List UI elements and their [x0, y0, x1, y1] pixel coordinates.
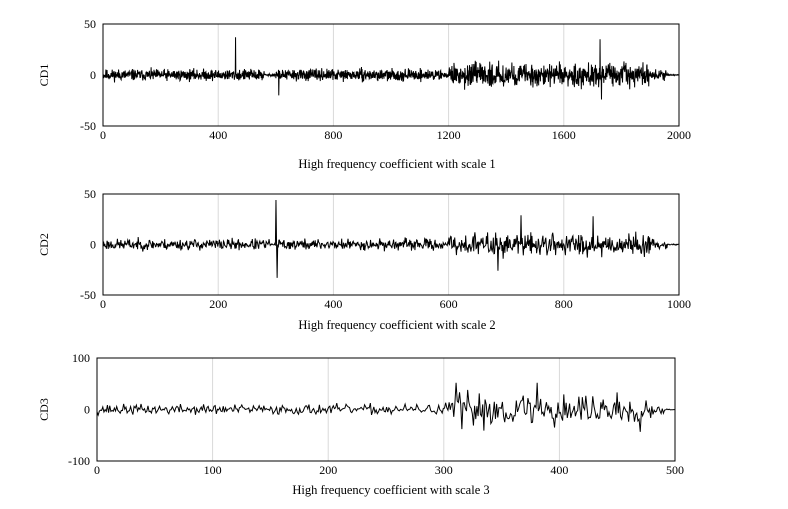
chart-panel-2: 0 200 400 600 800 1000 50 0 -50 CD2 High frequency…	[37, 187, 691, 332]
x-tick-label: 800	[324, 128, 342, 142]
x-axis-label: High frequency coefficient with scale 1	[298, 157, 495, 171]
x-tick-label: 1200	[437, 128, 461, 142]
x-tick-label: 0	[100, 297, 106, 311]
x-tick-label: 800	[555, 297, 573, 311]
x-tick-label: 0	[100, 128, 106, 142]
y-axis-label: CD2	[37, 233, 51, 256]
x-tick-label: 200	[209, 297, 227, 311]
y-tick-label: 50	[84, 17, 96, 31]
x-tick-label: 0	[94, 463, 100, 477]
x-axis-label: High frequency coefficient with scale 3	[292, 483, 489, 497]
y-tick-label: 0	[90, 68, 96, 82]
series-line	[102, 37, 680, 100]
x-tick-label: 1000	[667, 297, 691, 311]
x-tick-label: 2000	[667, 128, 691, 142]
x-tick-label: 400	[209, 128, 227, 142]
series-line	[96, 382, 676, 432]
x-tick-label: 600	[440, 297, 458, 311]
x-tick-label: 1600	[552, 128, 576, 142]
y-tick-label: -100	[68, 454, 90, 468]
y-tick-label: 50	[84, 187, 96, 201]
y-tick-label: 0	[84, 403, 90, 417]
plot-frame	[102, 193, 680, 296]
y-tick-label: -50	[80, 119, 96, 133]
y-axis-label: CD3	[37, 398, 51, 421]
y-axis-label: CD1	[37, 64, 51, 87]
x-tick-label: 500	[666, 463, 684, 477]
series-line	[102, 200, 680, 278]
x-axis-label: High frequency coefficient with scale 2	[298, 318, 495, 332]
x-tick-label: 200	[319, 463, 337, 477]
chart-panel-3: 0 100 200 300 400 500 100 0 -100 CD3 High frequenc…	[37, 351, 684, 497]
y-tick-label: -50	[80, 288, 96, 302]
y-tick-label: 0	[90, 238, 96, 252]
chart-panel-1: 0 400 800 1200 1600 2000 50 0 -50 CD1 High frequen…	[37, 17, 691, 171]
x-tick-label: 100	[204, 463, 222, 477]
plot-frame	[102, 23, 680, 127]
x-tick-label: 400	[324, 297, 342, 311]
y-tick-label: 100	[72, 351, 90, 365]
plot-frame	[96, 357, 676, 462]
x-tick-label: 300	[435, 463, 453, 477]
x-tick-label: 400	[550, 463, 568, 477]
